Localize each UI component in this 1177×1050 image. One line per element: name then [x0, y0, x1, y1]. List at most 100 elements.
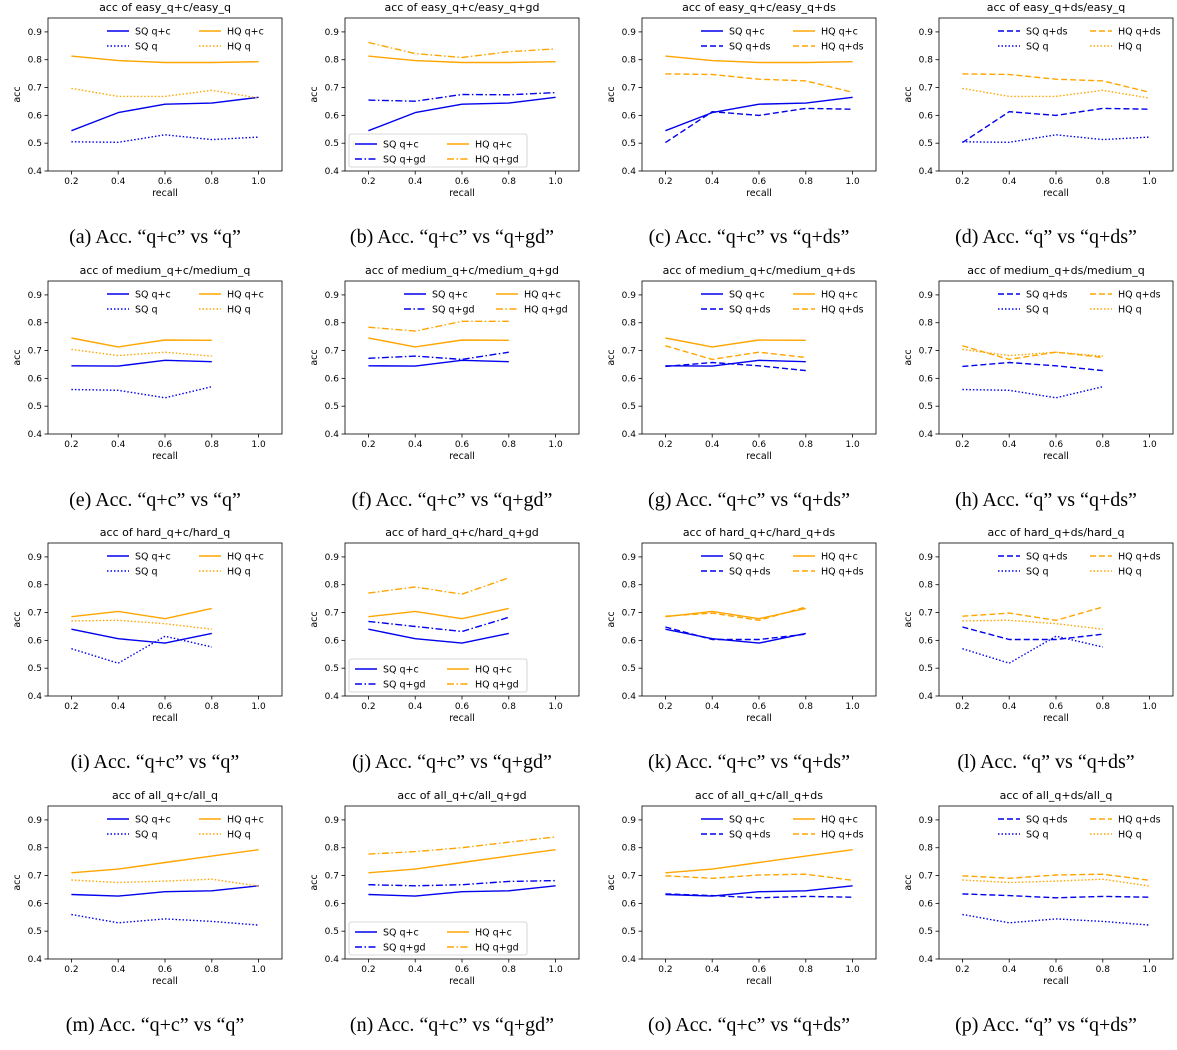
subplot: acc of hard_q+ds/hard_q 0.4 0.5 0.6 0.7 0.8 0.… — [899, 525, 1177, 787]
series-line — [368, 91, 556, 102]
legend-label: SQ q+c — [135, 290, 171, 301]
legend-label: HQ q+gd — [475, 155, 519, 166]
series-line — [71, 913, 259, 926]
x-tick-label: 0.8 — [799, 702, 814, 712]
chart-title: acc of all_q+c/all_q+ds — [695, 789, 823, 802]
subplot: acc of hard_q+c/hard_q 0.4 0.5 0.6 0.7 0.8 0.9… — [8, 525, 298, 787]
x-tick-label: 0.4 — [408, 177, 423, 187]
series-line — [368, 320, 509, 332]
legend-label: SQ q — [135, 830, 158, 841]
legend-label: SQ q+ds — [1026, 290, 1068, 301]
x-tick-label: 0.4 — [705, 702, 720, 712]
chart-svg: acc of easy_q+ds/easy_q 0.4 0.5 0.6 0.7 0.8 0.… — [903, 1, 1174, 199]
y-axis-label: acc — [606, 611, 617, 627]
legend-label: HQ q — [1118, 567, 1142, 578]
x-tick-label: 0.8 — [799, 440, 814, 450]
subplot: acc of all_q+ds/all_q 0.4 0.5 0.6 0.7 0.8 0.9 0… — [899, 788, 1177, 1050]
series-line — [962, 893, 1150, 899]
y-tick-label: 0.7 — [325, 609, 339, 619]
x-tick-label: 0.6 — [158, 702, 173, 712]
x-tick-label: 0.8 — [502, 177, 517, 187]
legend-label: SQ q+gd — [432, 305, 475, 316]
subfigure-caption: (c) Acc. “q+c” vs “q+ds” — [648, 226, 850, 248]
y-tick-label: 0.8 — [28, 56, 43, 66]
x-tick-label: 0.8 — [1096, 440, 1111, 450]
y-axis-label: acc — [903, 86, 914, 102]
y-tick-label: 0.9 — [919, 291, 934, 301]
x-axis-label: recall — [1043, 976, 1069, 987]
series-line — [962, 635, 1103, 664]
y-tick-label: 0.8 — [28, 319, 43, 329]
legend-label: HQ q+ds — [821, 567, 864, 578]
legend-label: SQ q+ds — [1026, 27, 1068, 38]
x-tick-label: 0.6 — [1049, 440, 1064, 450]
y-axis-label: acc — [903, 874, 914, 890]
subfigure-caption: (e) Acc. “q+c” vs “q” — [69, 489, 241, 511]
legend-label: SQ q+c — [729, 27, 765, 38]
y-tick-label: 0.6 — [325, 374, 340, 384]
x-tick-label: 0.6 — [455, 440, 470, 450]
legend-label: SQ q+c — [135, 815, 171, 826]
subplot: acc of medium_q+c/medium_q 0.4 0.5 0.6 0.7 0.… — [8, 263, 298, 525]
y-tick-label: 0.7 — [28, 347, 42, 357]
legend-label: HQ q+c — [821, 290, 858, 301]
x-tick-label: 0.2 — [64, 965, 78, 975]
x-tick-label: 0.2 — [64, 702, 78, 712]
x-tick-label: 1.0 — [548, 177, 563, 187]
chart-title: acc of all_q+c/all_q — [112, 789, 218, 802]
x-tick-label: 0.6 — [752, 702, 767, 712]
chart-title: acc of easy_q+c/easy_q — [99, 1, 231, 14]
y-tick-label: 0.4 — [622, 692, 637, 702]
x-axis-label: recall — [1043, 451, 1069, 462]
x-tick-label: 0.8 — [1096, 965, 1111, 975]
legend-label: HQ q+gd — [475, 943, 519, 954]
x-tick-label: 0.4 — [1002, 440, 1017, 450]
subplot: acc of medium_q+ds/medium_q 0.4 0.5 0.6 0.7 0… — [899, 263, 1177, 525]
series-line — [665, 628, 806, 644]
y-tick-label: 0.7 — [919, 609, 933, 619]
y-tick-label: 0.9 — [325, 816, 340, 826]
x-tick-label: 0.8 — [799, 965, 814, 975]
series-line — [71, 55, 259, 64]
legend-label: HQ q+ds — [1118, 552, 1161, 563]
chart-title: acc of all_q+ds/all_q — [1000, 789, 1113, 802]
series-line — [71, 635, 212, 664]
x-tick-label: 0.4 — [111, 440, 126, 450]
x-tick-label: 1.0 — [1142, 965, 1157, 975]
subfigure-caption: (f) Acc. “q+c” vs “q+gd” — [351, 489, 553, 511]
x-tick-label: 0.4 — [408, 965, 423, 975]
y-tick-label: 0.6 — [28, 636, 43, 646]
x-tick-label: 0.8 — [205, 177, 220, 187]
y-tick-label: 0.6 — [325, 636, 340, 646]
series-line — [368, 55, 556, 64]
y-tick-label: 0.9 — [622, 553, 637, 563]
series-line — [665, 359, 806, 367]
y-tick-label: 0.8 — [28, 844, 43, 854]
y-axis-label: acc — [903, 349, 914, 365]
legend-box — [348, 133, 528, 168]
series-line — [962, 626, 1103, 641]
y-tick-label: 0.7 — [325, 872, 339, 882]
x-tick-label: 0.8 — [205, 965, 220, 975]
chart-title: acc of easy_q+c/easy_q+ds — [682, 1, 836, 14]
y-axis-label: acc — [309, 86, 320, 102]
chart-svg: acc of all_q+c/all_q+ds 0.4 0.5 0.6 0.7 0.8 0.… — [606, 789, 877, 987]
y-tick-label: 0.5 — [28, 139, 42, 149]
subfigure-caption: (l) Acc. “q” vs “q+ds” — [957, 751, 1135, 773]
x-tick-label: 0.8 — [502, 440, 517, 450]
x-tick-label: 1.0 — [1142, 702, 1157, 712]
series-line — [665, 73, 853, 93]
y-tick-label: 0.9 — [919, 816, 934, 826]
x-tick-label: 0.6 — [752, 965, 767, 975]
x-tick-label: 0.2 — [955, 702, 969, 712]
x-tick-label: 0.2 — [955, 177, 969, 187]
subplot: acc of easy_q+c/easy_q 0.4 0.5 0.6 0.7 0.8 0.9… — [8, 0, 298, 262]
chart-svg: acc of medium_q+c/medium_q 0.4 0.5 0.6 0.7 0.… — [12, 264, 283, 462]
legend-label: HQ q+c — [821, 552, 858, 563]
legend-label: HQ q — [1118, 305, 1142, 316]
y-tick-label: 0.7 — [28, 872, 42, 882]
y-axis-label: acc — [606, 86, 617, 102]
series-line — [368, 359, 509, 367]
series-line — [71, 386, 212, 399]
series-line — [962, 873, 1150, 881]
